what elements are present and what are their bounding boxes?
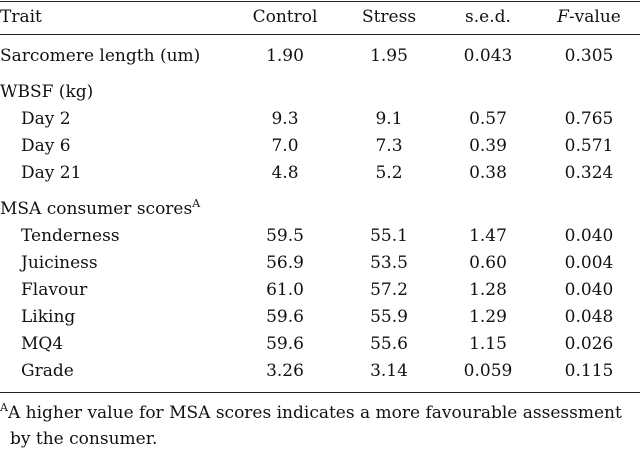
header-fvalue-rest: -value (568, 6, 621, 27)
cell-sed: 1.15 (469, 334, 507, 354)
cell-control: 59.6 (266, 334, 304, 354)
cell-stress: 57.2 (370, 280, 408, 300)
table-row-sarcomere: Sarcomere length (um) 1.90 1.95 0.043 0.… (0, 43, 640, 70)
table-bottom-rule (0, 392, 640, 393)
footnote-text-1: A higher value for MSA scores indicates … (7, 403, 622, 423)
results-table: Trait Control Stress s.e.d. F-value Sarc… (0, 0, 640, 385)
header-control: Control (252, 6, 318, 27)
header-fvalue: F-value (538, 0, 640, 34)
table-footnote: AA higher value for MSA scores indicates… (0, 400, 640, 452)
cell-fvalue: 0.571 (564, 136, 614, 156)
cell-stress: 1.95 (370, 46, 408, 66)
msa-footnote-marker: A (192, 197, 201, 210)
cell-fvalue: 0.765 (564, 109, 614, 129)
cell-fvalue: 0.040 (564, 226, 614, 246)
footnote-line-2: by the consumer. (10, 429, 158, 449)
cell-sed: 0.38 (469, 163, 507, 183)
cell-sed: 0.043 (463, 46, 513, 66)
cell-control: 61.0 (266, 280, 304, 300)
cell-stress: 7.3 (375, 136, 403, 156)
section-heading-msa: MSA consumer scoresA (0, 196, 640, 223)
cell-fvalue: 0.040 (564, 280, 614, 300)
cell-stress: 53.5 (370, 253, 408, 273)
cell-control: 56.9 (266, 253, 304, 273)
table-row: Day 6 7.0 7.3 0.39 0.571 (0, 133, 640, 160)
table-row: Day 21 4.8 5.2 0.38 0.324 (0, 160, 640, 187)
cell-fvalue: 0.115 (564, 361, 614, 381)
cell-sed: 0.57 (469, 109, 507, 129)
row-label: Day 6 (21, 136, 71, 156)
cell-fvalue: 0.004 (564, 253, 614, 273)
row-label: Flavour (21, 280, 88, 300)
table-row: Flavour 61.0 57.2 1.28 0.040 (0, 277, 640, 304)
cell-control: 9.3 (271, 109, 299, 129)
cell-control: 3.26 (266, 361, 304, 381)
cell-stress: 3.14 (370, 361, 408, 381)
cell-sed: 0.60 (469, 253, 507, 273)
cell-control: 4.8 (271, 163, 299, 183)
footnote-line-1: AA higher value for MSA scores indicates… (0, 400, 640, 426)
cell-stress: 55.1 (370, 226, 408, 246)
section-label-msa: MSA consumer scoresA (0, 196, 640, 223)
cell-stress: 55.9 (370, 307, 408, 327)
table-row: Tenderness 59.5 55.1 1.47 0.040 (0, 223, 640, 250)
header-fvalue-italic: F (557, 6, 569, 27)
msa-label-text: MSA consumer scores (0, 199, 193, 219)
header-stress: Stress (361, 6, 417, 27)
cell-stress: 5.2 (375, 163, 403, 183)
cell-stress: 9.1 (375, 109, 403, 129)
table-row: Grade 3.26 3.14 0.059 0.115 (0, 358, 640, 385)
row-label: Sarcomere length (um) (0, 46, 201, 66)
table-row: Day 2 9.3 9.1 0.57 0.765 (0, 106, 640, 133)
row-label: Day 2 (21, 109, 71, 129)
row-label: Day 21 (21, 163, 82, 183)
cell-control: 59.5 (266, 226, 304, 246)
table-header-row: Trait Control Stress s.e.d. F-value (0, 0, 640, 34)
cell-stress: 55.6 (370, 334, 408, 354)
table-header-rule (0, 34, 640, 35)
table-row: Liking 59.6 55.9 1.29 0.048 (0, 304, 640, 331)
table-row: Juiciness 56.9 53.5 0.60 0.004 (0, 250, 640, 277)
cell-sed: 1.47 (469, 226, 507, 246)
cell-fvalue: 0.305 (564, 46, 614, 66)
row-label: Grade (21, 361, 74, 381)
row-label: Juiciness (21, 253, 98, 273)
section-heading-wbsf: WBSF (kg) (0, 79, 640, 106)
cell-fvalue: 0.026 (564, 334, 614, 354)
cell-sed: 0.39 (469, 136, 507, 156)
footnote-marker: A (0, 401, 8, 414)
header-trait: Trait (0, 6, 42, 27)
section-label-wbsf: WBSF (kg) (0, 82, 94, 102)
header-sed: s.e.d. (465, 6, 511, 27)
cell-sed: 0.059 (463, 361, 513, 381)
table-row: MQ4 59.6 55.6 1.15 0.026 (0, 331, 640, 358)
row-label: Liking (21, 307, 76, 327)
cell-control: 7.0 (271, 136, 299, 156)
cell-fvalue: 0.048 (564, 307, 614, 327)
table-top-rule (0, 1, 640, 2)
cell-fvalue: 0.324 (564, 163, 614, 183)
cell-sed: 1.28 (469, 280, 507, 300)
cell-sed: 1.29 (469, 307, 507, 327)
cell-control: 59.6 (266, 307, 304, 327)
row-label: MQ4 (21, 334, 64, 354)
cell-control: 1.90 (266, 46, 304, 66)
row-label: Tenderness (21, 226, 120, 246)
